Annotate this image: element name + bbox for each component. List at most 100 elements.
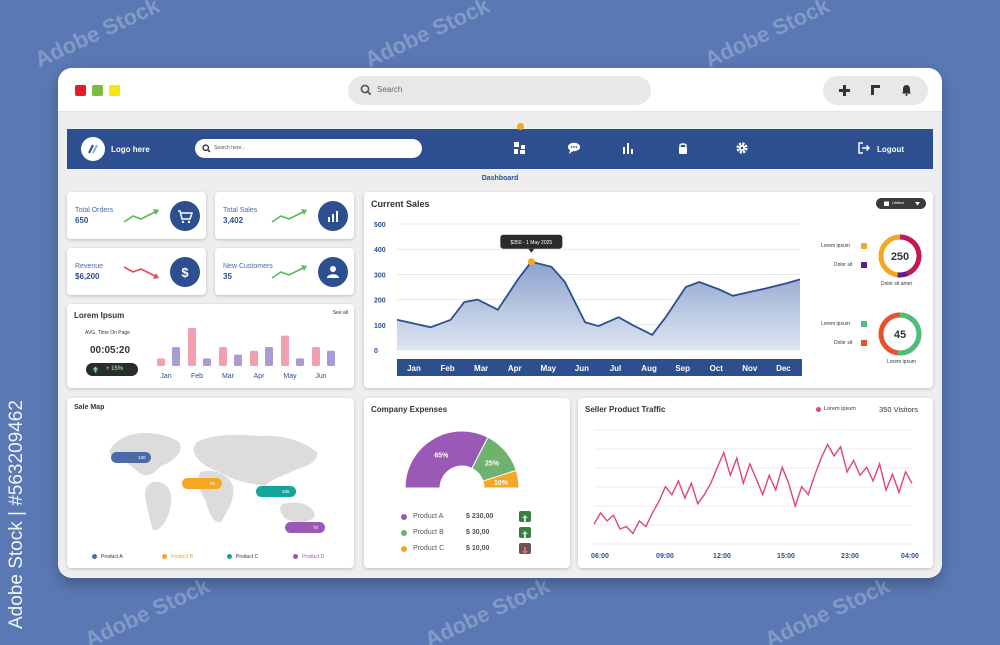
legend-label: Lorem ipsum	[824, 406, 856, 412]
stat-title: Revenue	[75, 263, 104, 270]
pin-value: 70	[313, 525, 319, 530]
x-tick-label: Jun	[575, 364, 589, 373]
stat-card-total-sales[interactable]: Total Sales 3,402	[215, 192, 354, 239]
bar	[296, 358, 304, 366]
maximize-window-button[interactable]	[109, 85, 120, 96]
map-pin-product-a[interactable]: 130	[111, 452, 151, 463]
legend-swatch	[861, 321, 867, 327]
map-pin-product-b[interactable]: 65	[182, 478, 222, 489]
sales-chart-icon	[328, 211, 338, 222]
legend-dot	[816, 407, 821, 412]
close-window-button[interactable]	[75, 85, 86, 96]
tooltip-text: $350 - 1 May 2025	[510, 240, 552, 246]
bar	[250, 350, 258, 366]
chevron-down-icon	[915, 202, 920, 206]
stat-title: Total Sales	[223, 207, 258, 214]
map-pin-product-c[interactable]: 455	[256, 486, 296, 497]
card-title: Seller Product Traffic	[585, 405, 666, 414]
expense-amount: $ 230,00	[466, 513, 494, 520]
trend-up-icon	[271, 265, 307, 279]
logout-button[interactable]: Logout	[877, 145, 905, 154]
x-tick-label: Mar	[474, 364, 488, 373]
stat-value: 3,402	[223, 216, 244, 225]
dropdown-value: Lifetime	[892, 201, 905, 205]
x-tick-label: Apr	[254, 373, 266, 380]
bar-chart-icon[interactable]	[621, 141, 635, 155]
browser-titlebar: Search	[58, 68, 942, 112]
x-tick-label: Oct	[710, 364, 724, 373]
page-title: Dashboard	[481, 175, 519, 182]
trend-down-icon	[519, 543, 531, 554]
stat-value: $6,200	[75, 272, 100, 281]
x-axis-band	[397, 359, 802, 376]
x-tick-label: 15:00	[777, 553, 795, 560]
legend-swatch	[861, 262, 867, 268]
slice-label: 25%	[485, 460, 500, 467]
watermark-text: Adobe Stock	[700, 0, 834, 73]
visitors-count: 350 Visitors	[879, 405, 919, 414]
plus-icon[interactable]	[839, 85, 850, 96]
bell-icon[interactable]	[901, 84, 912, 96]
stat-card-new-customers[interactable]: New Customers 35	[215, 248, 354, 295]
browser-actions	[823, 76, 928, 105]
x-tick-label: 23:00	[841, 553, 859, 560]
stat-card-revenue[interactable]: Revenue $6,200 $	[67, 248, 206, 295]
user-icon	[327, 266, 339, 278]
trend-up-icon	[271, 209, 307, 223]
dollar-icon: $	[181, 265, 189, 280]
x-tick-label: May	[541, 364, 557, 373]
stat-icon-circle: $	[170, 257, 200, 287]
legend-label: Product D	[302, 554, 325, 560]
y-tick-label: 500	[374, 222, 386, 229]
calendar-icon	[884, 201, 889, 206]
logo[interactable]	[81, 137, 105, 161]
y-tick-label: 300	[374, 272, 386, 279]
square-bracket-icon[interactable]	[870, 84, 881, 96]
gauge-slice	[404, 430, 489, 489]
legend-dot	[92, 554, 97, 559]
expense-label: Product B	[413, 529, 444, 536]
card-title: Lorem Ipsum	[74, 311, 125, 320]
x-tick-label: 12:00	[713, 553, 731, 560]
trend-badge: + 15%	[86, 363, 138, 376]
x-tick-label: Mar	[222, 373, 235, 380]
x-tick-label: 06:00	[591, 553, 609, 560]
pin-value: 130	[138, 455, 146, 460]
browser-search-placeholder: Search	[377, 85, 403, 94]
stat-icon-circle	[170, 201, 200, 231]
expense-label: Product A	[413, 513, 444, 520]
grid-icon[interactable]	[513, 141, 527, 155]
x-tick-label: 04:00	[901, 553, 919, 560]
stat-card-total-orders[interactable]: Total Orders 650	[67, 192, 206, 239]
trend-down-icon	[123, 266, 159, 279]
map-pin-product-d[interactable]: 70	[285, 522, 325, 533]
browser-search-input[interactable]: Search	[348, 76, 651, 105]
current-sales-chart: 0 100 200 300 400 500 $350 - 1 May 2025 Jan Feb M…	[374, 222, 802, 376]
lock-icon[interactable]	[676, 141, 690, 155]
minimize-window-button[interactable]	[92, 85, 103, 96]
gauge-slice	[482, 469, 520, 489]
current-sales-card: Current Sales Lifetime 0 100 200 300 400 500 $…	[364, 192, 933, 388]
chat-icon[interactable]	[567, 141, 581, 155]
trend-up-icon	[519, 511, 531, 522]
y-tick-label: 200	[374, 298, 386, 305]
gear-icon[interactable]	[735, 141, 749, 155]
watermark-text: Adobe Stock	[760, 572, 894, 645]
donut-chart-2: 45	[878, 312, 922, 356]
bar	[203, 358, 211, 366]
nav-search-input[interactable]: Search here..	[195, 139, 422, 158]
watermark-text: Adobe Stock	[80, 572, 214, 645]
pin-value: 455	[282, 489, 290, 494]
slice-label: 10%	[494, 480, 509, 487]
card-title: Current Sales	[371, 199, 430, 209]
traffic-line-chart: 06:00 09:00 12:00 15:00 23:00 04:00	[591, 429, 919, 560]
bar	[312, 347, 320, 366]
donut-2-value: 45	[894, 329, 906, 341]
logout-icon[interactable]	[857, 141, 871, 155]
donut-1-value: 250	[891, 251, 909, 263]
x-tick-label: Jan	[407, 364, 421, 373]
see-all-link[interactable]: See all	[332, 310, 348, 316]
dashboard-content: Logo here Search here..	[58, 112, 942, 578]
lifetime-dropdown[interactable]: Lifetime	[876, 198, 926, 209]
donut-2-label: Lorem ipsum	[887, 359, 916, 365]
